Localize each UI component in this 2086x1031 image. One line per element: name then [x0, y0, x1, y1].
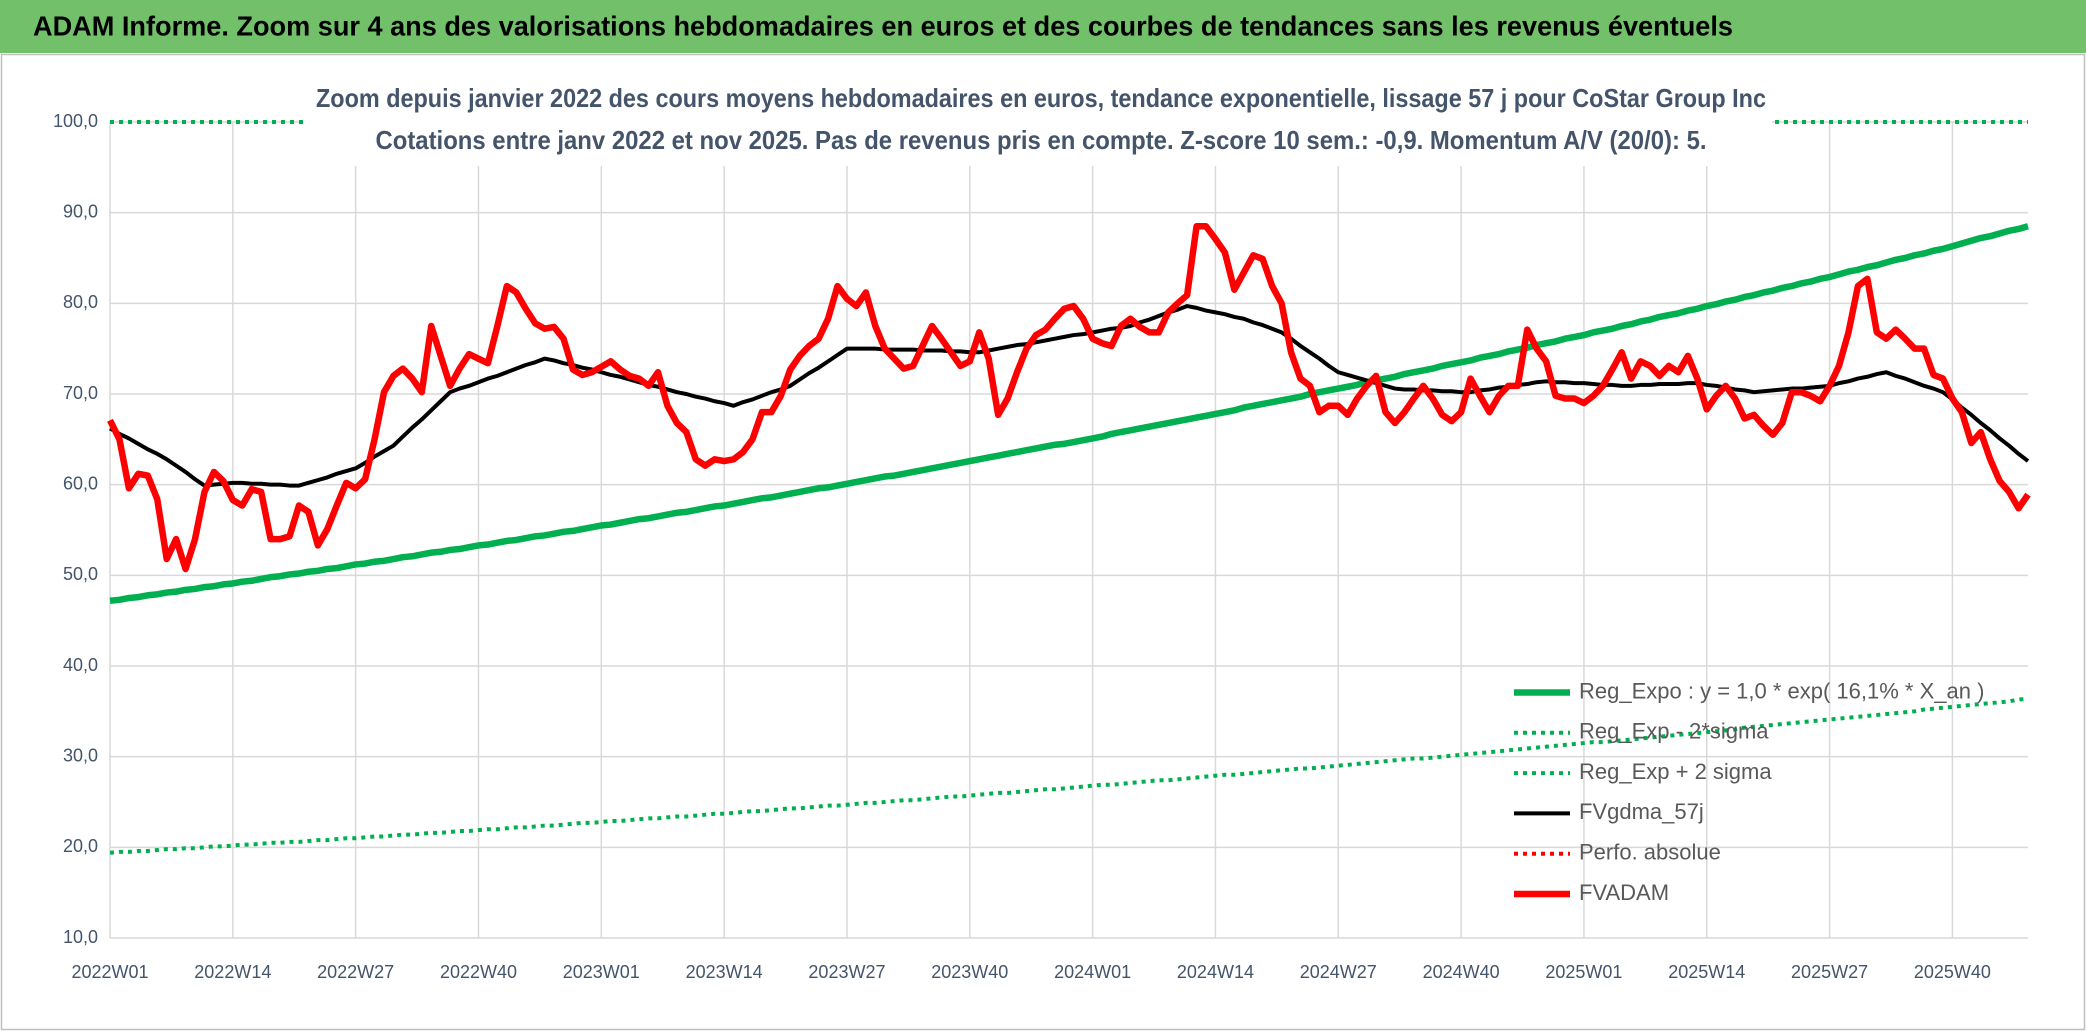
y-tick-label: 80,0	[63, 292, 98, 312]
header-bar	[0, 0, 2086, 53]
x-tick-label: 2025W40	[1914, 962, 1991, 982]
x-tick-label: 2024W14	[1177, 962, 1254, 982]
legend-label: Perfo. absolue	[1579, 840, 1721, 865]
series-line	[109, 223, 2029, 604]
x-tick-label: 2024W40	[1423, 962, 1500, 982]
x-tick-label: 2023W14	[686, 962, 763, 982]
x-tick-label: 2022W01	[71, 962, 148, 982]
x-tick-label: 2022W27	[317, 962, 394, 982]
y-tick-label: 30,0	[63, 745, 98, 765]
chart-frame	[0, 53, 2086, 1031]
y-tick-label: 40,0	[63, 655, 98, 675]
legend-label: Reg_Exp + 2 sigma	[1579, 759, 1772, 784]
chart-subtitle: Cotations entre janv 2022 et nov 2025. P…	[376, 125, 1707, 155]
legend-label: FVgdma_57j	[1579, 799, 1704, 824]
x-tick-label: 2025W27	[1791, 962, 1868, 982]
y-tick-label: 50,0	[63, 564, 98, 584]
x-tick-label: 2025W01	[1545, 962, 1622, 982]
header-title: ADAM Informe. Zoom sur 4 ans des valoris…	[33, 10, 1733, 41]
grid	[109, 121, 2028, 939]
y-tick-label: 20,0	[63, 836, 98, 856]
x-tick-label: 2024W01	[1054, 962, 1131, 982]
series-layer	[107, 120, 2031, 855]
series-line	[107, 223, 2031, 573]
series-line	[109, 304, 2030, 488]
y-tick-label: 90,0	[63, 201, 98, 221]
legend-label: FVADAM	[1579, 880, 1669, 905]
x-tick-label: 2023W27	[808, 962, 885, 982]
chart-title: Zoom depuis janvier 2022 des cours moyen…	[316, 83, 1766, 113]
y-tick-label: 100,0	[53, 111, 98, 131]
x-tick-label: 2023W01	[563, 962, 640, 982]
x-tick-label: 2022W40	[440, 962, 517, 982]
legend-label: Reg_Exp - 2*sigma	[1579, 719, 1769, 744]
title-background	[303, 76, 1772, 166]
legend-label: Reg_Expo : y = 1,0 * exp( 16,1% * X_an )	[1579, 678, 1984, 703]
x-tick-label: 2022W14	[194, 962, 271, 982]
x-tick-label: 2023W40	[931, 962, 1008, 982]
legend: Reg_Expo : y = 1,0 * exp( 16,1% * X_an )…	[1514, 678, 1984, 905]
y-tick-label: 60,0	[63, 473, 98, 493]
y-tick-label: 70,0	[63, 383, 98, 403]
y-tick-label: 10,0	[63, 927, 98, 947]
x-tick-label: 2024W27	[1300, 962, 1377, 982]
axes: 10,0 20,0 30,0 40,0 50,0 60,0 70,0 80,0 90,0 100,…	[53, 111, 1991, 982]
x-tick-label: 2025W14	[1668, 962, 1745, 982]
series-line	[109, 696, 2029, 855]
